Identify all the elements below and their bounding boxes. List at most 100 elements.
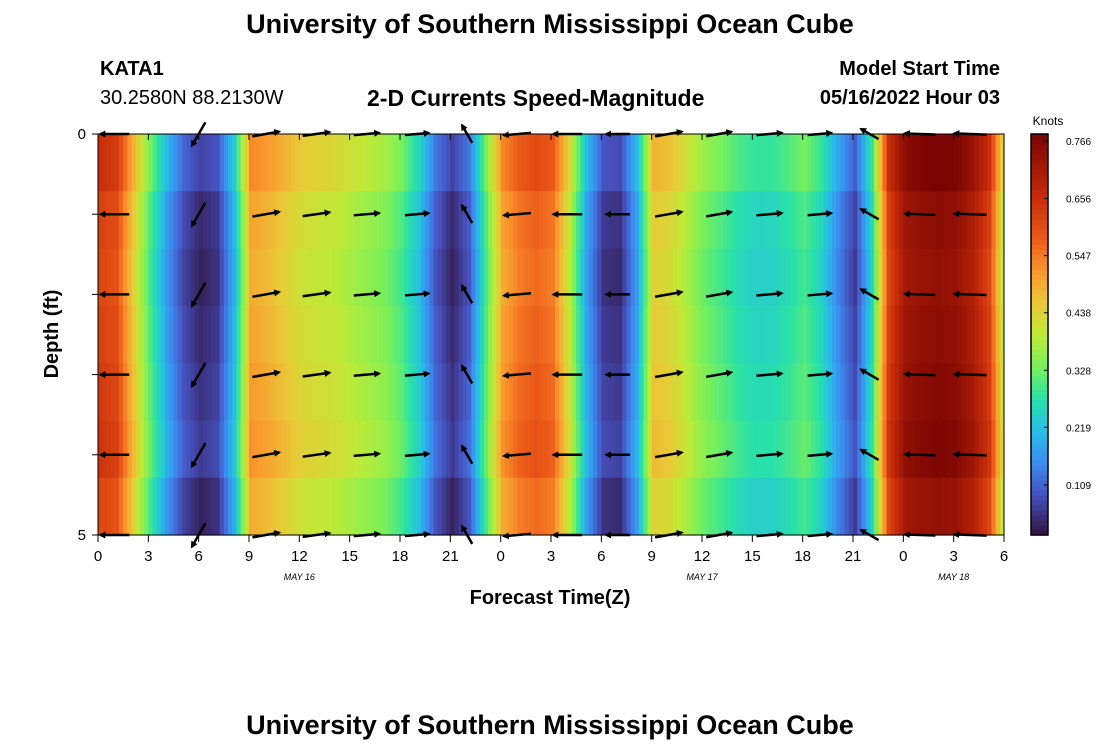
heatmap-cell xyxy=(337,363,342,422)
heatmap-cell xyxy=(181,420,187,479)
heatmap-cell xyxy=(907,248,913,307)
heatmap-cell xyxy=(492,363,498,422)
heatmap-cell xyxy=(987,420,993,479)
heatmap-cell xyxy=(374,305,380,364)
current-arrow xyxy=(706,369,734,379)
heatmap-cell xyxy=(551,134,556,192)
colorbar-segment xyxy=(1031,514,1048,521)
heatmap-cell xyxy=(630,134,636,192)
heatmap-cell xyxy=(894,363,900,422)
heatmap-cell xyxy=(194,477,200,536)
heatmap-cell xyxy=(240,363,246,422)
heatmap-cell xyxy=(102,191,107,250)
heatmap-cell xyxy=(983,363,988,422)
current-arrow xyxy=(807,210,834,218)
heatmap-cell xyxy=(358,248,363,307)
heatmap-cell xyxy=(613,248,619,307)
heatmap-cell xyxy=(689,134,695,192)
heatmap-cell xyxy=(613,191,619,250)
heatmap-cell xyxy=(588,305,594,364)
colorbar-segment xyxy=(1031,399,1048,406)
heatmap-cell xyxy=(626,134,632,192)
heatmap-cell xyxy=(987,134,993,192)
heatmap-cell xyxy=(420,363,426,422)
heatmap-cell xyxy=(525,305,531,364)
heatmap-cell xyxy=(156,134,162,192)
heatmap-cell xyxy=(819,305,825,364)
heatmap-cell xyxy=(555,477,560,536)
heatmap-cell xyxy=(760,420,766,479)
heatmap-cell xyxy=(756,420,762,479)
heatmap-cell xyxy=(823,363,829,422)
heatmap-cell xyxy=(513,420,519,479)
heatmap-cell xyxy=(257,305,263,364)
heatmap-cell xyxy=(605,191,611,250)
heatmap-cell xyxy=(169,420,175,479)
heatmap-cell xyxy=(878,363,883,422)
heatmap-cell xyxy=(332,363,338,422)
heatmap-cell xyxy=(492,191,498,250)
y-axis-label: Depth (ft) xyxy=(41,290,63,379)
heatmap-cell xyxy=(769,134,774,192)
heatmap-cell xyxy=(379,305,384,364)
heatmap-cell xyxy=(412,477,418,536)
heatmap-cell xyxy=(525,363,531,422)
heatmap-cell xyxy=(685,363,691,422)
heatmap-cell xyxy=(580,248,586,307)
heatmap-cell xyxy=(832,420,837,479)
heatmap-cell xyxy=(777,248,783,307)
heatmap-cell xyxy=(118,191,124,250)
heatmap-cell xyxy=(802,191,808,250)
heatmap-cell xyxy=(601,363,607,422)
heatmap-cell xyxy=(752,191,758,250)
heatmap-cell xyxy=(509,305,514,364)
heatmap-cell xyxy=(555,248,560,307)
heatmap-cell xyxy=(920,134,925,192)
heatmap-cell xyxy=(639,248,644,307)
current-arrow xyxy=(807,450,834,458)
heatmap-cell xyxy=(727,134,732,192)
heatmap-cell xyxy=(693,134,699,192)
heatmap-cell xyxy=(957,363,963,422)
heatmap-cell xyxy=(420,420,426,479)
heatmap-cell xyxy=(714,305,720,364)
heatmap-cell xyxy=(647,134,653,192)
heatmap-cell xyxy=(509,134,514,192)
heatmap-cell xyxy=(651,420,657,479)
heatmap-cell xyxy=(685,134,691,192)
heatmap-cell xyxy=(811,420,816,479)
heatmap-cell xyxy=(228,363,233,422)
heatmap-cell xyxy=(886,305,892,364)
heatmap-cell xyxy=(139,248,145,307)
colorbar-segment xyxy=(1031,254,1048,260)
heatmap-cell xyxy=(345,248,351,307)
heatmap-cell xyxy=(848,420,854,479)
current-arrow xyxy=(902,450,936,458)
heatmap-cell xyxy=(446,363,451,422)
heatmap-cell xyxy=(98,248,103,307)
heatmap-cell xyxy=(571,191,577,250)
heatmap-cell xyxy=(764,134,770,192)
heatmap-cell xyxy=(169,477,175,536)
heatmap-cell xyxy=(756,305,762,364)
heatmap-cell xyxy=(592,477,598,536)
heatmap-cell xyxy=(777,363,783,422)
heatmap-cell xyxy=(718,363,724,422)
heatmap-cell xyxy=(815,134,821,192)
heatmap-cell xyxy=(815,305,821,364)
heatmap-cell xyxy=(601,305,607,364)
heatmap-cell xyxy=(907,420,913,479)
heatmap-cell xyxy=(324,134,330,192)
heatmap-cell xyxy=(853,191,858,250)
heatmap-cell xyxy=(806,477,812,536)
heatmap-cell xyxy=(936,305,942,364)
heatmap-cell xyxy=(827,305,833,364)
heatmap-cell xyxy=(244,305,250,364)
heatmap-cell xyxy=(257,477,263,536)
heatmap-cell xyxy=(303,191,309,250)
heatmap-cell xyxy=(920,191,925,250)
heatmap-cell xyxy=(894,191,900,250)
x-axis-label: Forecast Time(Z) xyxy=(470,587,631,609)
heatmap-cell xyxy=(882,363,888,422)
heatmap-cell xyxy=(739,363,745,422)
